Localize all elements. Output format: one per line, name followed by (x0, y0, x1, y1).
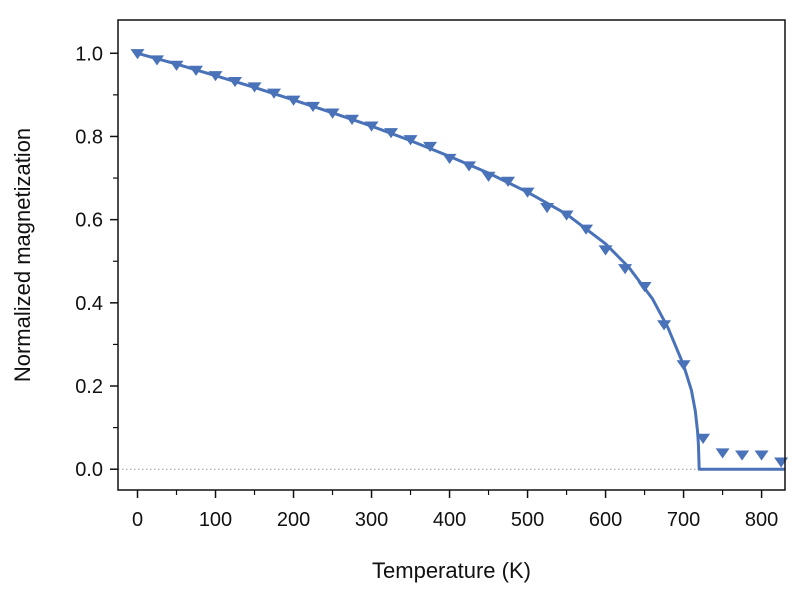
x-tick-label: 700 (667, 509, 700, 531)
y-tick-label: 0.0 (75, 459, 103, 481)
y-axis-title: Normalized magnetization (10, 128, 35, 382)
data-point-marker (169, 60, 184, 71)
data-point-marker (384, 128, 399, 139)
data-point-marker (559, 210, 574, 221)
data-point-marker (540, 202, 555, 214)
data-point-marker (754, 450, 769, 461)
x-tick-label: 600 (589, 509, 622, 531)
data-point-marker (442, 153, 457, 165)
x-tick-label: 500 (511, 509, 544, 531)
data-point-marker (657, 320, 672, 331)
x-tick-label: 300 (355, 509, 388, 531)
y-tick-label: 0.6 (75, 210, 103, 232)
y-tick-label: 1.0 (75, 43, 103, 65)
data-point-marker (189, 65, 204, 76)
data-point-marker (676, 360, 691, 371)
data-point-marker (637, 281, 652, 293)
x-tick-label: 800 (745, 509, 778, 531)
data-point-marker (481, 171, 496, 182)
data-point-marker (228, 76, 243, 88)
data-point-marker (403, 135, 418, 146)
plot-frame (117, 19, 786, 491)
data-point-marker (598, 245, 613, 256)
data-point-marker (325, 108, 340, 119)
data-point-marker (423, 141, 438, 152)
data-point-marker (774, 457, 789, 468)
y-axis: 0.0 0.2 0.4 0.6 0.8 1.0 (75, 43, 118, 481)
data-point-marker (286, 95, 301, 106)
data-point-marker (345, 114, 360, 125)
x-tick-label: 100 (199, 509, 232, 531)
data-point-marker (520, 187, 535, 198)
x-axis-title: Temperature (K) (372, 558, 531, 583)
data-point-marker (462, 161, 477, 172)
data-point-marker (579, 224, 594, 235)
x-tick-label: 200 (277, 509, 310, 531)
x-axis: 0 100 200 300 400 500 600 700 800 (132, 490, 778, 531)
x-tick-label: 0 (132, 509, 143, 531)
data-point-marker (130, 49, 145, 60)
series-layer (130, 49, 789, 471)
x-tick-label: 400 (433, 509, 466, 531)
data-point-marker (267, 88, 282, 99)
fit-curve-line (137, 51, 785, 471)
data-point-marker (501, 176, 516, 187)
data-point-marker (696, 433, 711, 444)
data-point-marker (306, 101, 321, 113)
data-point-marker (735, 450, 750, 461)
y-tick-label: 0.4 (75, 293, 103, 315)
data-point-marker (618, 264, 633, 275)
data-point-marker (150, 55, 165, 66)
y-tick-label: 0.8 (75, 126, 103, 148)
data-point-marker (247, 82, 262, 93)
data-point-marker (364, 121, 379, 132)
data-point-marker (715, 448, 730, 459)
y-tick-label: 0.2 (75, 376, 103, 398)
data-point-marker (208, 71, 223, 82)
